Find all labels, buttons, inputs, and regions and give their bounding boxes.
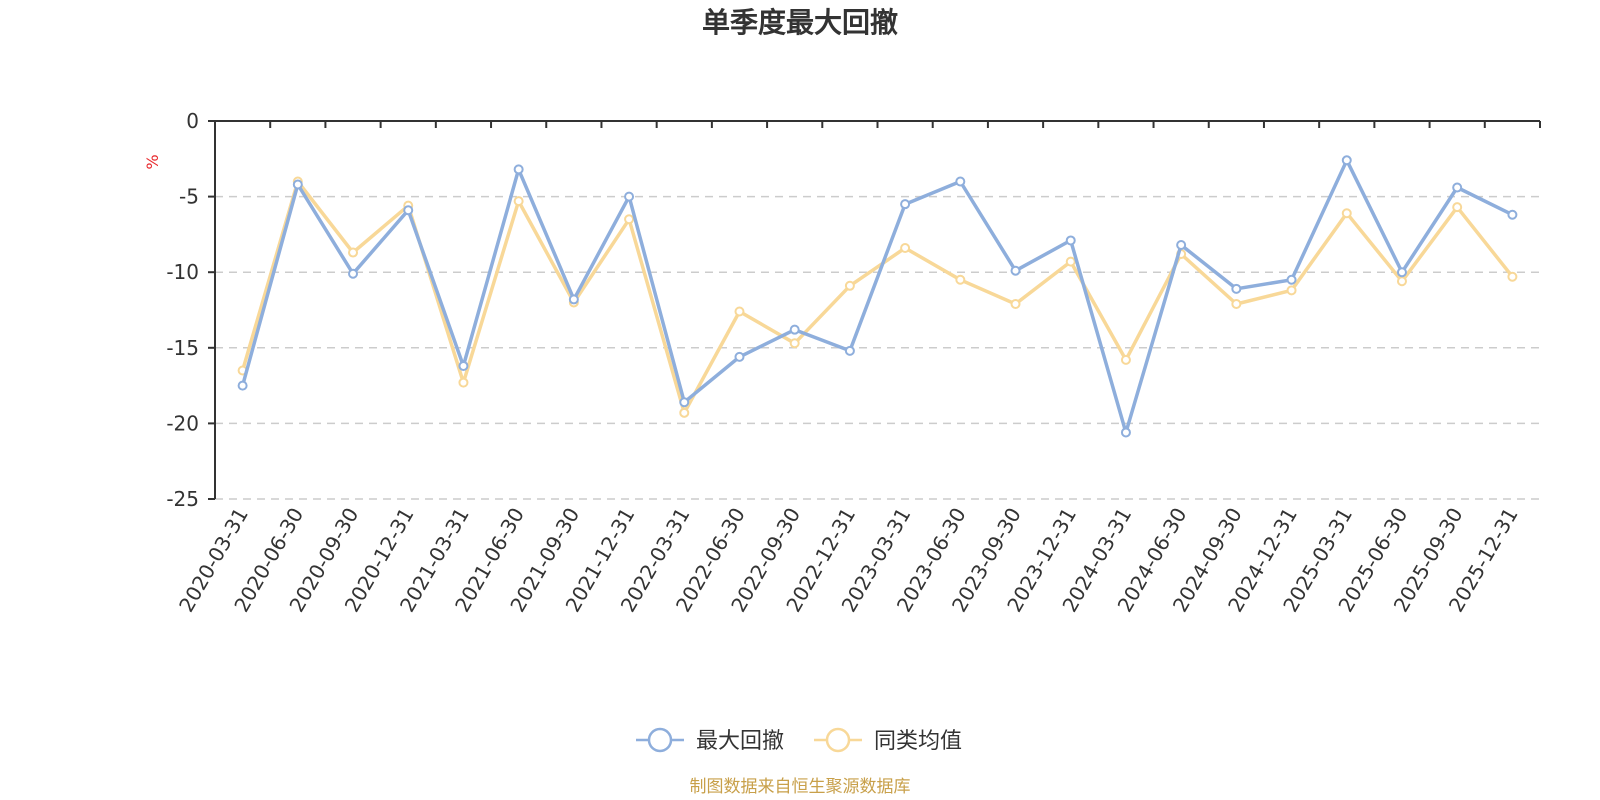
data-point[interactable] [1010,298,1021,309]
data-point[interactable] [348,247,359,258]
y-tick-label: -25 [166,487,199,511]
data-point[interactable] [1452,182,1463,193]
data-point[interactable] [348,268,359,279]
y-tick-label: -10 [166,260,199,284]
data-point[interactable] [1507,271,1518,282]
series-line [240,179,1514,415]
legend-circle-icon [647,727,673,753]
y-axis-unit: % [143,154,162,169]
y-tick-label: -15 [166,336,199,360]
data-point[interactable] [624,191,635,202]
series-lines [237,155,1518,438]
data-point[interactable] [789,338,800,349]
data-point[interactable] [955,274,966,285]
data-point[interactable] [679,397,690,408]
data-point[interactable] [458,360,469,371]
series-line [240,158,1514,435]
data-point[interactable] [1010,265,1021,276]
grid-lines [215,195,1540,500]
data-point[interactable] [1341,208,1352,219]
legend-label: 同类均值 [874,729,962,754]
legend-label: 最大回撤 [696,729,784,754]
data-point[interactable] [568,294,579,305]
legend-item[interactable]: 同类均值 [814,727,962,754]
data-point[interactable] [624,214,635,225]
source-note: 制图数据来自恒生聚源数据库 [690,777,911,797]
data-point[interactable] [1065,235,1076,246]
series-2 [237,176,1518,418]
series-1 [237,155,1518,438]
data-point[interactable] [900,243,911,254]
data-point[interactable] [1231,298,1242,309]
data-point[interactable] [1396,276,1407,287]
data-point[interactable] [1176,239,1187,250]
legend-circle-icon [825,727,851,753]
x-tick-labels: 2020-03-312020-06-302020-09-302020-12-31… [174,503,1523,616]
data-point[interactable] [513,164,524,175]
legend[interactable]: 最大回撤 同类均值 [636,727,962,754]
y-tick-label: -5 [179,185,199,209]
data-point[interactable] [403,205,414,216]
data-point[interactable] [1286,274,1297,285]
legend-item[interactable]: 最大回撤 [636,727,784,754]
data-point[interactable] [1120,427,1131,438]
data-point[interactable] [734,306,745,317]
data-point[interactable] [955,176,966,187]
data-point[interactable] [679,407,690,418]
data-point[interactable] [844,280,855,291]
axes [208,120,1541,500]
data-point[interactable] [1396,267,1407,278]
data-point[interactable] [1120,354,1131,365]
data-point[interactable] [1341,155,1352,166]
data-point[interactable] [900,199,911,210]
data-point[interactable] [1231,283,1242,294]
data-point[interactable] [292,179,303,190]
data-point[interactable] [844,345,855,356]
data-point[interactable] [1452,202,1463,213]
data-point[interactable] [458,377,469,388]
data-point[interactable] [1507,209,1518,220]
y-tick-label: 0 [186,109,199,133]
data-point[interactable] [1065,256,1076,267]
y-tick-label: -20 [166,411,199,435]
data-point[interactable] [734,351,745,362]
data-point[interactable] [237,380,248,391]
data-point[interactable] [789,324,800,335]
y-tick-labels: 0 -5 -10 -15 -20 -25 [166,109,199,511]
data-point[interactable] [513,196,524,207]
chart-title: 单季度最大回撤 [702,6,898,39]
data-point[interactable] [1286,285,1297,296]
